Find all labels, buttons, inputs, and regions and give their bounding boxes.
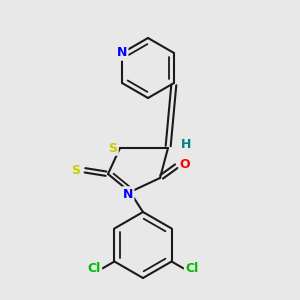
Text: O: O: [180, 158, 190, 172]
Text: Cl: Cl: [88, 262, 101, 275]
Text: N: N: [123, 188, 133, 200]
Text: S: S: [109, 142, 118, 154]
Text: S: S: [71, 164, 80, 176]
Text: N: N: [117, 46, 127, 59]
Text: H: H: [181, 137, 191, 151]
Text: Cl: Cl: [185, 262, 198, 275]
